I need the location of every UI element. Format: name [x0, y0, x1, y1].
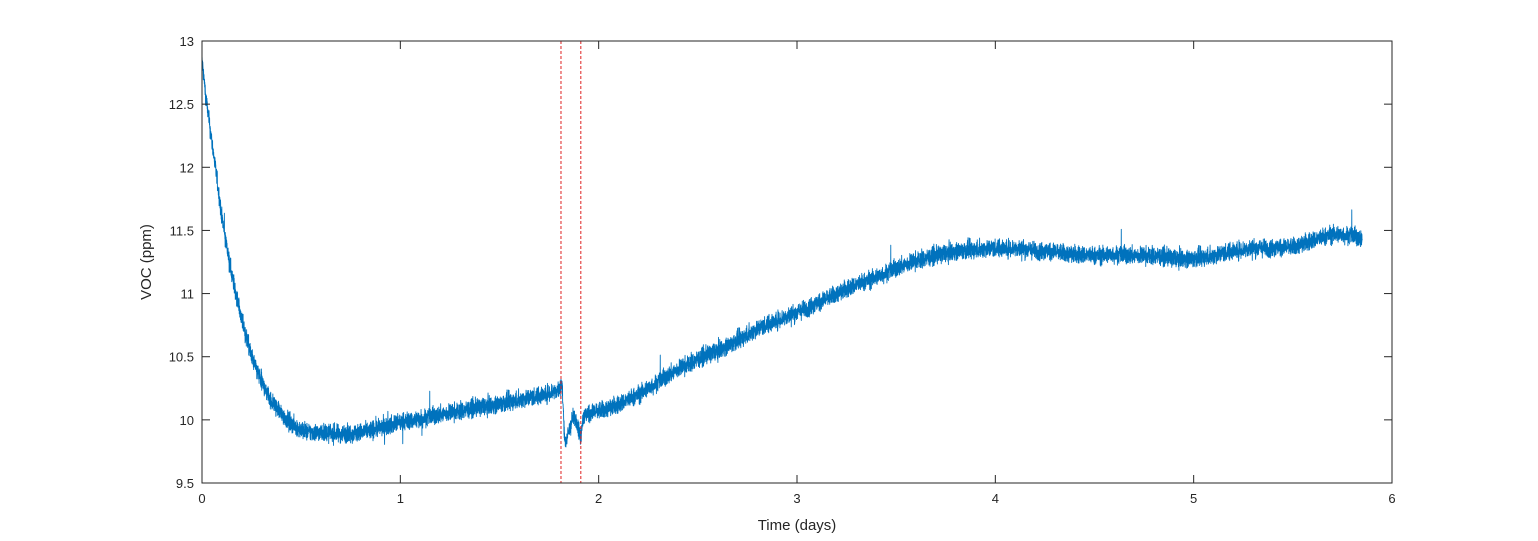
x-tick-label: 5	[1190, 491, 1197, 506]
y-tick-label: 11	[181, 287, 195, 302]
y-tick-label: 9.5	[176, 476, 194, 491]
x-tick-label: 0	[198, 491, 205, 506]
series-line	[201, 55, 1363, 448]
y-tick-label: 13	[180, 34, 194, 49]
x-tick-label: 3	[793, 491, 800, 506]
y-tick-label: 10.5	[169, 350, 194, 365]
y-tick-label: 10	[180, 413, 194, 428]
y-tick-label: 12	[180, 160, 194, 175]
x-tick-label: 1	[397, 491, 404, 506]
y-axis-label: VOC (ppm)	[138, 224, 155, 300]
series-layer	[201, 55, 1363, 448]
y-tick-label: 12.5	[169, 97, 194, 112]
vline-layer	[560, 41, 582, 483]
x-tick-label: 2	[595, 491, 602, 506]
y-tick-label: 11.5	[170, 223, 194, 238]
x-tick-label: 4	[992, 491, 999, 506]
x-tick-label: 6	[1388, 491, 1395, 506]
x-axis-label: Time (days)	[758, 517, 837, 534]
